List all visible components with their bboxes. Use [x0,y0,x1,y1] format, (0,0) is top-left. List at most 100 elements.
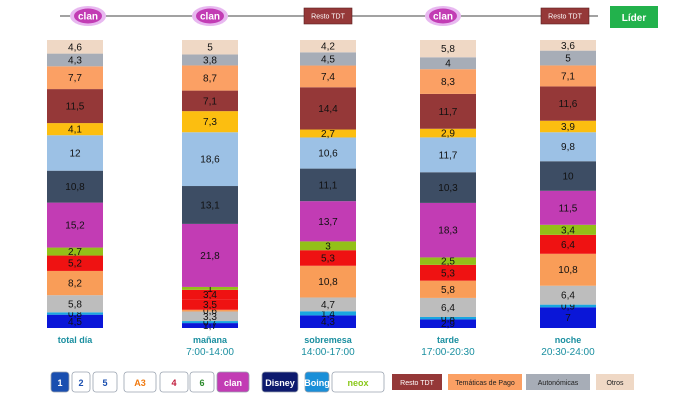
channel-logo-8 [304,371,330,393]
channel-logo-text-6: clan [224,378,242,388]
bar-segment-1-6 [182,286,238,290]
bar-segment-0-10 [47,89,103,124]
channel-logo-text-5: 6 [199,378,204,388]
segment-label-0-11: 7,7 [68,73,82,84]
legend-box-2 [526,374,590,390]
segment-label-0-3: 8,2 [68,279,82,290]
segment-label-1-12: 8,7 [203,74,217,85]
category-label-1: mañana [193,335,228,345]
channel-logo-0 [50,371,70,393]
segment-label-3-4: 5,3 [441,268,455,279]
segment-label-3-9: 2,9 [441,129,455,140]
segment-label-4-7: 10 [562,172,574,183]
segment-label-0-7: 10,8 [65,182,85,193]
channel-logo-2 [92,371,118,393]
bar-segment-3-10 [420,93,476,129]
bar-segment-1-14 [182,40,238,55]
segment-label-2-4: 5,3 [321,253,335,264]
segment-label-1-7: 21,8 [200,251,220,262]
bar-segment-1-12 [182,65,238,91]
segment-label-4-12: 5 [565,54,571,65]
bar-segment-0-3 [47,270,103,296]
bar-segment-1-13 [182,54,238,66]
segment-label-0-2: 5,8 [68,299,82,310]
bar-segment-3-1 [420,316,476,320]
bar-segment-4-4 [540,234,596,254]
segment-label-2-10: 14,4 [318,104,338,115]
channel-logo-7 [261,371,299,393]
channel-logo-text-4: 4 [171,378,176,388]
channel-logo-3 [123,371,157,393]
segment-label-1-6: 1 [207,284,213,295]
segment-label-3-3: 5,8 [441,285,455,296]
segment-label-1-10: 7,3 [203,117,217,128]
channel-logo-9 [331,371,385,393]
leader-box-text-2: Resto TDT [311,14,345,21]
segment-label-3-13: 5,8 [441,44,455,55]
segment-label-1-2: 3,3 [203,312,217,323]
segment-label-2-11: 7,4 [321,72,335,83]
bar-segment-3-7 [420,172,476,203]
bar-segment-2-10 [300,87,356,130]
bar-segment-4-10 [540,86,596,121]
bar-segment-3-4 [420,264,476,281]
bar-segment-4-2 [540,285,596,305]
category-label-2: sobremesa [304,335,353,345]
segment-label-3-8: 11,7 [439,150,458,161]
legend-box-0 [392,374,442,390]
segment-label-3-7: 10,3 [438,183,458,194]
legend-box-text-3: Otros [606,380,624,387]
leader-box-4 [540,7,590,25]
leader-clan-text-3: clan [433,12,453,23]
legend-box-text-1: Temáticas de Pago [455,380,515,387]
bar-segment-2-3 [300,265,356,298]
segment-label-3-10: 11,7 [439,107,458,118]
category-label-3: tarde [437,335,459,345]
legend-box-text-0: Resto TDT [400,380,434,387]
bar-segment-3-8 [420,137,476,173]
segment-label-2-5: 3 [325,241,331,252]
segment-label-1-3: 0,6 [203,306,217,317]
bar-segment-1-0 [182,323,238,328]
segment-label-0-6: 15,2 [65,221,85,232]
bar-segment-3-3 [420,280,476,298]
bar-segment-2-9 [300,129,356,138]
segment-label-3-5: 2,5 [441,257,455,268]
leader-clan-text-0: clan [78,12,98,23]
segment-label-3-6: 18,3 [438,226,458,237]
bar-segment-4-13 [540,40,596,51]
bar-segment-1-9 [182,132,238,187]
bar-segment-3-2 [420,297,476,317]
bar-segment-1-10 [182,111,238,133]
bar-segment-2-12 [300,52,356,66]
bar-segment-0-2 [47,295,103,313]
bar-segment-1-2 [182,311,238,322]
segment-label-1-1: 0,7 [203,318,217,329]
bar-segment-0-4 [47,255,103,271]
bar-segment-4-12 [540,50,596,66]
bar-segment-0-1 [47,312,103,315]
lider-legend-box [610,6,658,28]
segment-label-2-1: 1,4 [321,309,335,320]
segment-label-2-8: 10,6 [318,149,338,160]
segment-label-4-0: 7 [565,313,571,324]
bar-segment-1-5 [182,289,238,300]
segment-label-3-12: 4 [445,59,451,70]
bar-segment-2-0 [300,315,356,328]
bar-segment-3-6 [420,202,476,258]
segment-label-2-9: 2,7 [321,129,335,140]
leader-clan-logo-3 [429,8,457,24]
bar-segment-2-1 [300,311,356,316]
channel-logo-text-3: A3 [134,378,146,388]
segment-label-4-2: 6,4 [561,291,575,302]
time-range-label-3: 17:00-20:30 [421,347,475,358]
bar-segment-4-8 [540,132,596,162]
bar-segment-4-1 [540,304,596,308]
bar-segment-2-2 [300,297,356,312]
segment-label-1-13: 3,8 [203,55,217,66]
segment-label-1-11: 7,1 [203,96,217,107]
segment-label-4-3: 10,8 [558,265,578,276]
leader-clan-logo-0 [74,8,102,24]
segment-label-0-0: 4,5 [68,317,82,328]
bar-segment-3-9 [420,128,476,138]
